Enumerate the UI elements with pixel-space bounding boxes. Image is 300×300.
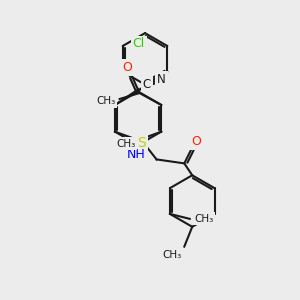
Text: Cl: Cl <box>133 38 145 50</box>
Text: CH₃: CH₃ <box>194 214 213 224</box>
Text: C: C <box>142 78 151 91</box>
Text: NH: NH <box>127 148 146 161</box>
Text: CH₃: CH₃ <box>96 96 116 106</box>
Text: S: S <box>137 136 146 150</box>
Text: O: O <box>191 135 201 148</box>
Text: N: N <box>157 73 166 86</box>
Text: O: O <box>123 61 133 74</box>
Text: CH₃: CH₃ <box>116 139 135 148</box>
Text: CH₃: CH₃ <box>163 250 182 260</box>
